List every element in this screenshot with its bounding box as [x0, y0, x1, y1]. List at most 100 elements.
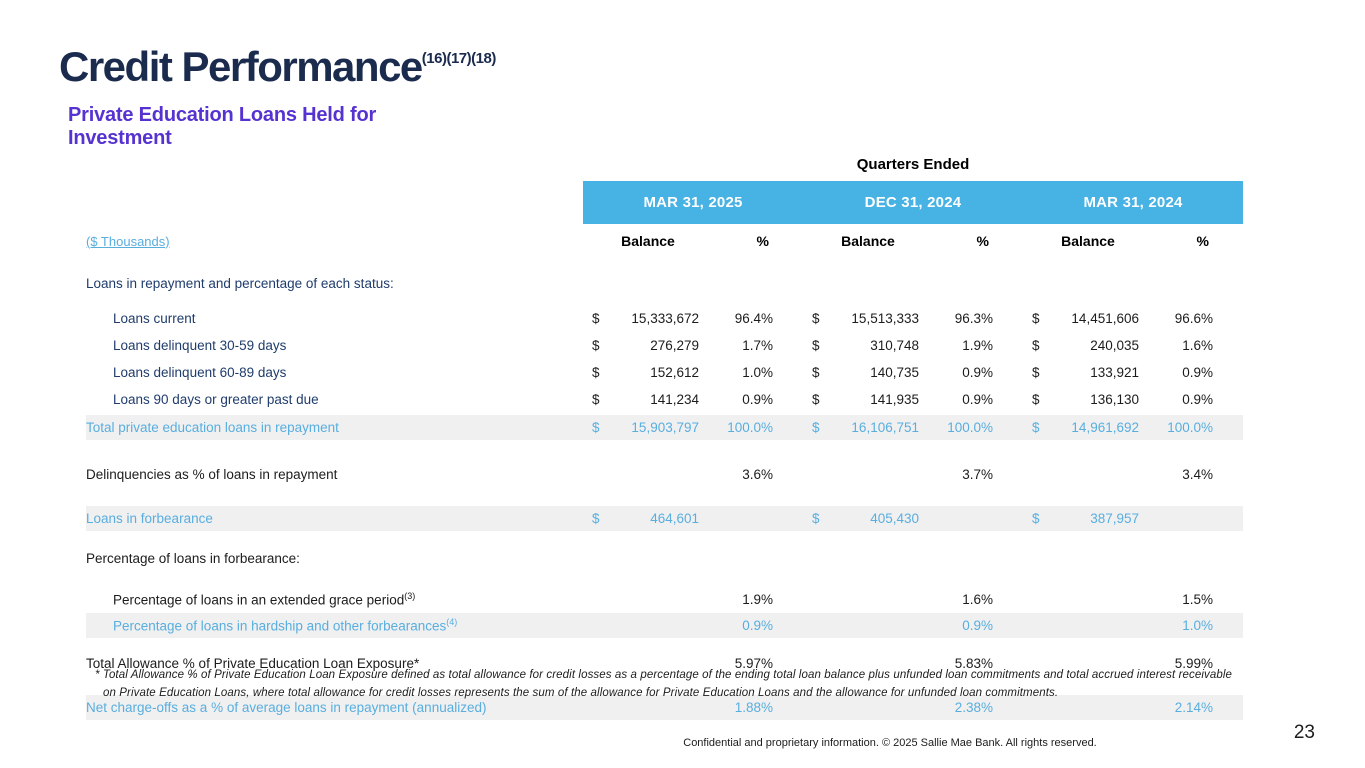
dollar-sign: $	[812, 338, 820, 353]
table-row: Total private education loans in repayme…	[86, 415, 1243, 440]
row-label: Delinquencies as % of loans in repayment	[86, 467, 338, 482]
balance-value: 15,513,333	[851, 311, 919, 326]
row-label: Loans in repayment and percentage of eac…	[86, 276, 394, 291]
percent-value: 0.9%	[1182, 392, 1213, 407]
percent-value: 100.0%	[1167, 420, 1213, 435]
percent-value: 100.0%	[727, 420, 773, 435]
row-label: Loans 90 days or greater past due	[113, 392, 319, 407]
percent-value: 2.14%	[1174, 700, 1213, 715]
balance-value: 310,748	[870, 338, 919, 353]
balance-value: 14,451,606	[1071, 311, 1139, 326]
percent-value: 1.5%	[1182, 592, 1213, 607]
dollar-sign: $	[812, 392, 820, 407]
balance-value: 464,601	[650, 511, 699, 526]
percent-value: 3.6%	[742, 467, 773, 482]
dollar-sign: $	[592, 392, 600, 407]
row-label: Total Allowance % of Private Education L…	[86, 656, 420, 671]
confidentiality-footer: Confidential and proprietary information…	[683, 737, 1097, 749]
quarters-ended-header: Quarters Ended	[856, 156, 970, 173]
page-title-text: Credit Performance	[59, 43, 423, 90]
table-row: Delinquencies as % of loans in repayment…	[86, 461, 1243, 488]
table-subheader-row: ($ Thousands) Balance% Balance% Balance%	[86, 224, 1243, 258]
dollar-sign: $	[812, 420, 820, 435]
balance-value: 16,106,751	[851, 420, 919, 435]
dollar-sign: $	[592, 420, 600, 435]
table-row: Net charge-offs as a % of average loans …	[86, 695, 1243, 720]
dollar-sign: $	[1032, 420, 1040, 435]
percent-value: 2.38%	[954, 700, 993, 715]
dollar-sign: $	[812, 511, 820, 526]
percent-value: 0.9%	[962, 392, 993, 407]
dollar-sign: $	[1032, 511, 1040, 526]
balance-value: 15,333,672	[631, 311, 699, 326]
dollar-sign: $	[1032, 365, 1040, 380]
dollar-sign: $	[592, 311, 600, 326]
table-row: Loans delinquent 60-89 days $152,612 1.0% $…	[86, 359, 1243, 386]
percent-value: 0.9%	[962, 618, 993, 633]
table-row: Percentage of loans in hardship and othe…	[86, 613, 1243, 638]
percent-value: 96.3%	[954, 311, 993, 326]
balance-value: 141,234	[650, 392, 699, 407]
balance-value: 136,130	[1090, 392, 1139, 407]
quarter-header-0: MAR 31, 2025	[643, 194, 743, 211]
table-row: Loans current $15,333,672 96.4% $15,513,333…	[86, 305, 1243, 332]
units-label-link[interactable]: ($ Thousands)	[86, 233, 170, 249]
percent-value: 5.97%	[734, 656, 773, 671]
percent-value: 0.9%	[742, 618, 773, 633]
row-label: Loans delinquent 30-59 days	[113, 338, 287, 353]
quarter-header-2: MAR 31, 2024	[1083, 194, 1183, 211]
row-label: Loans current	[113, 311, 196, 326]
row-label: Percentage of loans in forbearance:	[86, 551, 300, 566]
row-label-footnote-ref: (4)	[446, 617, 458, 628]
page-title: Credit Performance(16)(17)(18)	[59, 46, 496, 88]
page-number: 23	[1293, 722, 1315, 743]
balance-column-header-1: Balance	[841, 233, 895, 249]
credit-performance-table: Quarters Ended MAR 31, 2025 DEC 31, 2024 M…	[86, 156, 1243, 720]
balance-column-header-2: Balance	[1061, 233, 1115, 249]
percent-value: 5.99%	[1174, 656, 1213, 671]
balance-value: 387,957	[1090, 511, 1139, 526]
percent-column-header-1: %	[976, 233, 989, 249]
table-row: Loans delinquent 30-59 days $276,279 1.7% $…	[86, 332, 1243, 359]
balance-value: 152,612	[650, 365, 699, 380]
row-label: Total private education loans in repayme…	[86, 420, 339, 435]
row-label-footnote-ref: (3)	[404, 591, 416, 602]
row-label: Percentage of loans in an extended grace…	[113, 591, 416, 608]
row-label: Percentage of loans in hardship and othe…	[113, 617, 458, 634]
percent-value: 0.9%	[962, 365, 993, 380]
percent-value: 96.6%	[1174, 311, 1213, 326]
balance-column-header-0: Balance	[621, 233, 675, 249]
dollar-sign: $	[592, 365, 600, 380]
percent-value: 100.0%	[947, 420, 993, 435]
row-label: Loans in forbearance	[86, 511, 213, 526]
dollar-sign: $	[812, 365, 820, 380]
table-row: Loans 90 days or greater past due $141,23…	[86, 386, 1243, 413]
percent-value: 96.4%	[734, 311, 773, 326]
percent-value: 0.9%	[1182, 365, 1213, 380]
percent-value: 1.88%	[734, 700, 773, 715]
row-label: Loans delinquent 60-89 days	[113, 365, 287, 380]
balance-value: 140,735	[870, 365, 919, 380]
quarter-band: MAR 31, 2025 DEC 31, 2024 MAR 31, 2024	[583, 181, 1243, 224]
table-row: Total Allowance % of Private Education L…	[86, 650, 1243, 677]
table-row: Percentage of loans in an extended grace…	[86, 586, 1243, 613]
balance-value: 141,935	[870, 392, 919, 407]
balance-value: 14,961,692	[1071, 420, 1139, 435]
percent-column-header-2: %	[1196, 233, 1209, 249]
percent-value: 1.7%	[742, 338, 773, 353]
percent-value: 1.0%	[742, 365, 773, 380]
percent-value: 1.6%	[1182, 338, 1213, 353]
percent-value: 0.9%	[742, 392, 773, 407]
row-label: Net charge-offs as a % of average loans …	[86, 700, 487, 715]
percent-value: 5.83%	[954, 656, 993, 671]
table-body: Loans in repayment and percentage of eac…	[86, 270, 1243, 720]
percent-value: 3.7%	[962, 467, 993, 482]
percent-column-header-0: %	[756, 233, 769, 249]
dollar-sign: $	[592, 511, 600, 526]
dollar-sign: $	[812, 311, 820, 326]
table-row: Loans in repayment and percentage of eac…	[86, 270, 1243, 297]
dollar-sign: $	[1032, 338, 1040, 353]
percent-value: 1.0%	[1182, 618, 1213, 633]
balance-value: 405,430	[870, 511, 919, 526]
